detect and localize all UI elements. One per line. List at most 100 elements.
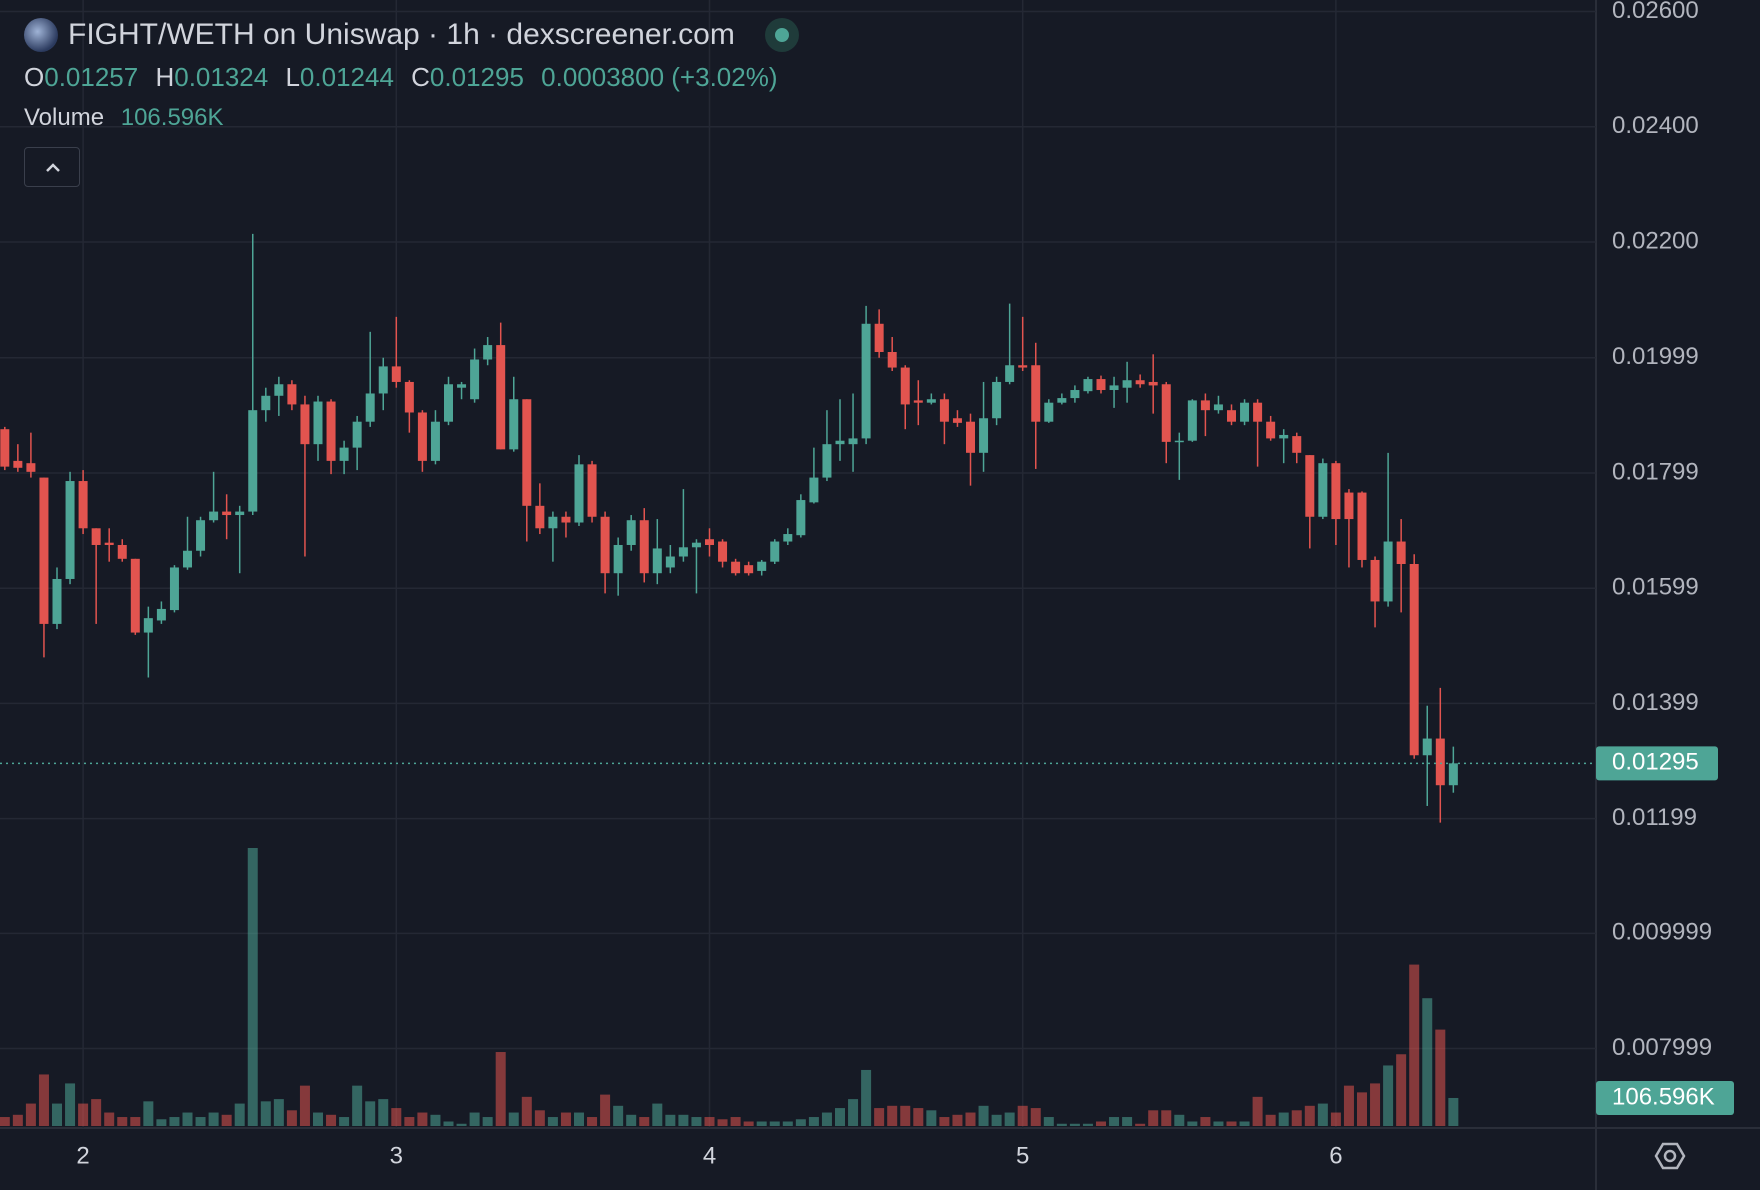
- volume-bar: [795, 1119, 806, 1126]
- candle-body: [1331, 463, 1341, 520]
- candle-body: [339, 447, 349, 461]
- candle-body: [1240, 402, 1250, 422]
- candle-body: [1383, 541, 1393, 602]
- volume-bar: [495, 1052, 506, 1126]
- volume-bar: [808, 1117, 819, 1126]
- candle-body: [287, 384, 297, 405]
- candle-body: [522, 399, 532, 506]
- volume-bar: [587, 1117, 598, 1126]
- volume-bar: [352, 1085, 363, 1126]
- volume-bar: [1383, 1065, 1394, 1126]
- volume-bar: [404, 1117, 415, 1126]
- volume-bar: [1004, 1112, 1015, 1126]
- candle-body: [104, 542, 114, 545]
- candle-body: [587, 464, 597, 517]
- change-value: 0.0003800 (+3.02%): [541, 62, 778, 92]
- candle-body: [1044, 402, 1054, 422]
- y-tick-label: 0.02200: [1612, 227, 1699, 254]
- volume-bar: [1226, 1121, 1237, 1126]
- candle-body: [1370, 559, 1380, 602]
- price-tag: [1596, 746, 1718, 781]
- candle-body: [13, 460, 23, 468]
- chart-title: FIGHT/WETH on Uniswap · 1h · dexscreener…: [68, 18, 735, 51]
- volume-bar: [1422, 998, 1433, 1126]
- volume-bar: [913, 1108, 924, 1126]
- price-tag-label: 0.01295: [1612, 749, 1699, 776]
- y-tick-label: 0.01199: [1612, 804, 1697, 831]
- candle-body: [1122, 380, 1132, 388]
- candle-body: [952, 418, 962, 423]
- candle-body: [822, 444, 832, 478]
- candle-body: [561, 516, 571, 523]
- volume-bar: [547, 1117, 558, 1126]
- volume-bar: [1304, 1105, 1315, 1126]
- candle-body: [1396, 541, 1406, 564]
- volume-bar: [1278, 1112, 1289, 1126]
- candle-body: [1031, 365, 1041, 422]
- candle-body: [926, 399, 936, 403]
- volume-bar: [1435, 1029, 1446, 1126]
- y-tick-label: 0.01799: [1612, 458, 1699, 485]
- candle-body: [352, 421, 362, 448]
- candle-body: [900, 367, 910, 405]
- candle-body: [196, 520, 206, 551]
- x-tick-label: 5: [1016, 1142, 1029, 1169]
- volume-bar: [273, 1099, 284, 1126]
- candle-body: [117, 544, 127, 559]
- ohlc-label: H: [155, 62, 175, 92]
- volume-bar: [887, 1105, 898, 1126]
- candle-body: [691, 542, 701, 548]
- candle-body: [1422, 738, 1432, 756]
- volume-bar: [717, 1119, 728, 1126]
- volume-row: Volume 106.596K: [24, 104, 224, 132]
- volume-bar: [691, 1117, 702, 1126]
- volume-bar: [1252, 1096, 1263, 1126]
- candle-body: [1357, 492, 1367, 560]
- candle-body: [1305, 455, 1315, 517]
- volume-bar: [1357, 1092, 1367, 1126]
- volume-bar: [508, 1112, 519, 1126]
- volume-bar: [0, 1117, 10, 1126]
- y-tick-label: 0.007999: [1612, 1034, 1712, 1061]
- volume-bar: [469, 1112, 480, 1126]
- candle-body: [626, 520, 636, 545]
- ohlc-value: 0.01244: [299, 62, 394, 92]
- volume-bar: [769, 1121, 780, 1126]
- candle-body: [496, 345, 506, 450]
- candle-body: [1213, 404, 1223, 411]
- candle-body: [391, 366, 401, 382]
- candle-body: [1266, 421, 1276, 439]
- candle-body: [574, 464, 584, 523]
- y-tick-label: 0.02400: [1612, 112, 1699, 139]
- volume-bar: [430, 1114, 441, 1126]
- volume-bar: [456, 1123, 467, 1126]
- candle-body: [1109, 385, 1119, 391]
- y-tick-label: 0.01599: [1612, 574, 1699, 601]
- y-tick-label: 0.01399: [1612, 689, 1699, 716]
- candle-body: [78, 481, 88, 529]
- volume-bar: [247, 848, 258, 1126]
- candle-body: [535, 505, 545, 529]
- volume-bar: [339, 1117, 350, 1126]
- volume-value: 106.596K: [120, 104, 224, 131]
- candle-body: [1187, 400, 1197, 441]
- candle-body: [444, 384, 453, 422]
- candle-body: [770, 541, 780, 562]
- candle-body: [300, 404, 310, 445]
- candle-body: [52, 578, 62, 624]
- candle-body: [1018, 365, 1028, 368]
- volume-bar: [443, 1121, 454, 1126]
- candle-body: [600, 516, 610, 574]
- volume-bar: [91, 1099, 102, 1126]
- settings-icon[interactable]: [1654, 1142, 1686, 1170]
- volume-bar: [78, 1103, 89, 1126]
- volume-bar: [900, 1105, 911, 1126]
- candle-body: [1070, 390, 1080, 399]
- candle-body: [913, 400, 923, 403]
- collapse-button[interactable]: [24, 147, 80, 187]
- volume-bar: [1148, 1110, 1159, 1126]
- candle-body: [1448, 763, 1458, 786]
- volume-bar: [1122, 1117, 1133, 1126]
